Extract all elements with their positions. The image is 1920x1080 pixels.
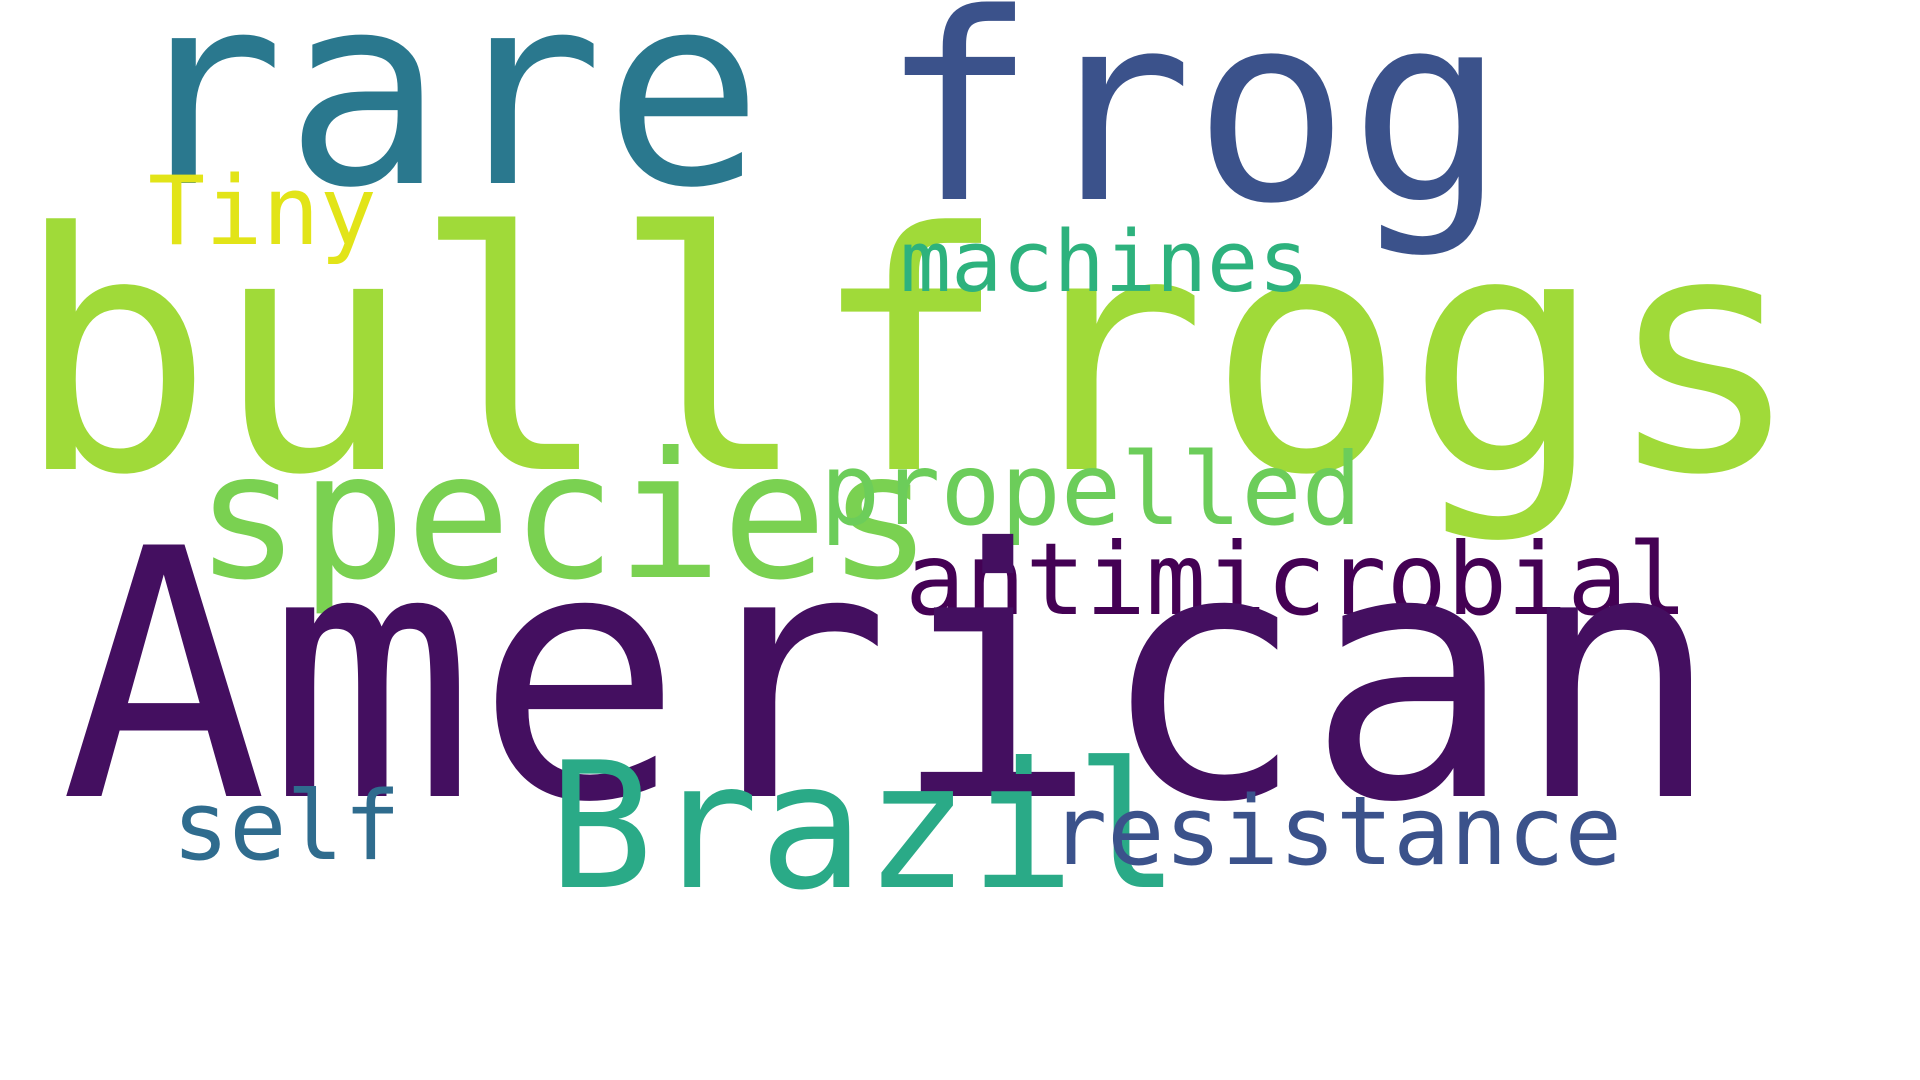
word-frog: frog (880, 0, 1507, 261)
word-american: American (60, 477, 1722, 878)
word-resistance: resistance (1050, 777, 1622, 887)
word-brazil: Brazil (548, 726, 1181, 929)
word-rare: rare (125, 0, 764, 246)
word-self: self (172, 772, 401, 882)
word-machines: machines (900, 213, 1310, 312)
word-antimicrobial: antimicrobial (905, 521, 1688, 638)
word-bullfrogs: bullfrogs (15, 163, 1804, 547)
word-species: species (195, 416, 933, 619)
word-tiny: Tiny (148, 157, 377, 267)
word-propelled: propelled (820, 431, 1362, 548)
